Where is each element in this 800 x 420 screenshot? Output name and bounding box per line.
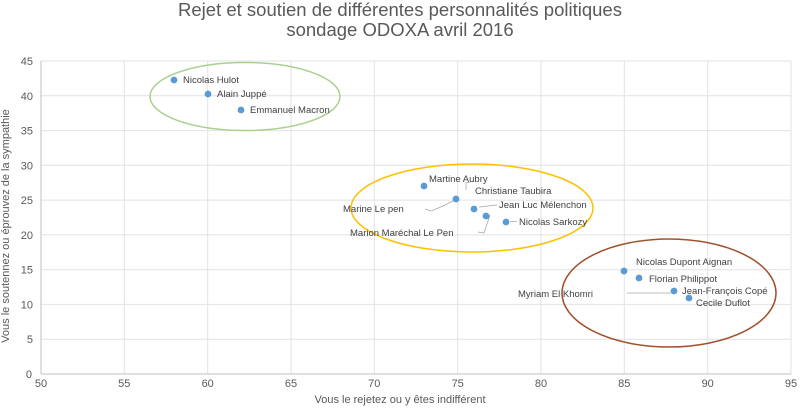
svg-text:25: 25 <box>21 195 33 207</box>
svg-text:85: 85 <box>618 378 630 390</box>
svg-text:Florian Philippot: Florian Philippot <box>649 274 717 285</box>
svg-text:Emmanuel Macron: Emmanuel Macron <box>250 105 330 116</box>
svg-text:Cecile Duflot: Cecile Duflot <box>696 298 750 309</box>
svg-text:15: 15 <box>21 265 33 277</box>
svg-text:Marion Maréchal Le Pen: Marion Maréchal Le Pen <box>350 228 454 239</box>
svg-text:Marine Le pen: Marine Le pen <box>343 204 404 215</box>
svg-text:Jean Luc Mélenchon: Jean Luc Mélenchon <box>499 200 587 211</box>
svg-text:Alain Juppé: Alain Juppé <box>217 89 267 100</box>
svg-text:35: 35 <box>21 126 33 138</box>
svg-text:0: 0 <box>26 369 32 381</box>
svg-text:Nicolas Hulot: Nicolas Hulot <box>183 75 239 86</box>
svg-text:30: 30 <box>21 160 33 172</box>
svg-text:Nicolas Sarkozy: Nicolas Sarkozy <box>519 217 587 228</box>
svg-text:55: 55 <box>118 378 130 390</box>
svg-text:Christiane Taubira: Christiane Taubira <box>475 186 552 197</box>
svg-text:45: 45 <box>21 56 33 68</box>
svg-text:Nicolas Dupont Aignan: Nicolas Dupont Aignan <box>636 257 732 268</box>
svg-text:65: 65 <box>285 378 297 390</box>
svg-text:20: 20 <box>21 230 33 242</box>
svg-text:95: 95 <box>785 378 797 390</box>
svg-text:10: 10 <box>21 299 33 311</box>
svg-text:50: 50 <box>35 378 47 390</box>
svg-text:90: 90 <box>702 378 714 390</box>
svg-text:60: 60 <box>202 378 214 390</box>
svg-text:75: 75 <box>452 378 464 390</box>
svg-text:Myriam El Khomri: Myriam El Khomri <box>518 289 593 300</box>
svg-text:80: 80 <box>535 378 547 390</box>
svg-text:70: 70 <box>368 378 380 390</box>
svg-text:40: 40 <box>21 91 33 103</box>
svg-text:5: 5 <box>27 334 33 346</box>
svg-text:Martine Aubry: Martine Aubry <box>429 174 488 185</box>
svg-text:Jean-François Copé: Jean-François Copé <box>682 286 768 297</box>
